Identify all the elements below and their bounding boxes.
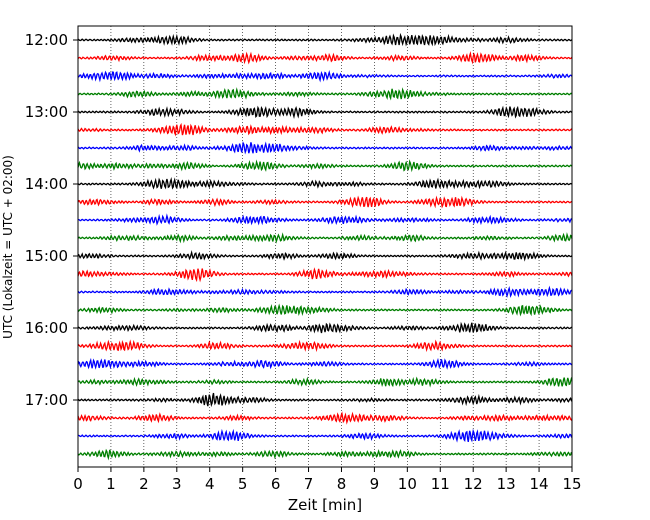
x-tick-label: 8 <box>337 475 347 493</box>
trace-1530 <box>77 285 573 299</box>
y-axis-ticks: 12:00 13:00 14:00 15:00 16:00 17:00 <box>25 31 78 409</box>
trace-1645 <box>77 376 573 388</box>
trace-1200 <box>77 32 573 47</box>
x-tick-label: 11 <box>431 475 450 493</box>
trace-1500 <box>77 249 573 262</box>
trace-1245 <box>78 87 573 101</box>
x-tick-label: 13 <box>497 475 516 493</box>
trace-1615 <box>77 339 573 353</box>
x-axis-title: Zeit [min] <box>288 496 362 514</box>
x-tick-label: 14 <box>530 475 549 493</box>
x-tick-label: 2 <box>139 475 149 493</box>
trace-1630 <box>77 357 573 370</box>
x-tick-label: 0 <box>73 475 83 493</box>
trace-1215 <box>77 51 573 65</box>
x-tick-label: 3 <box>172 475 182 493</box>
trace-1345 <box>77 159 573 173</box>
y-tick-label: 12:00 <box>25 31 68 49</box>
x-tick-label: 5 <box>238 475 248 493</box>
x-tick-label: 9 <box>370 475 380 493</box>
trace-1730 <box>77 428 573 443</box>
trace-1315 <box>77 122 573 137</box>
trace-1415 <box>77 195 573 209</box>
trace-1300 <box>77 105 573 119</box>
x-axis-ticks: 0 1 2 3 4 5 6 7 8 9 10 11 12 13 14 15 <box>73 467 582 493</box>
y-tick-label: 16:00 <box>25 319 68 337</box>
trace-1700 <box>77 392 573 408</box>
y-tick-label: 17:00 <box>25 391 68 409</box>
x-tick-label: 1 <box>106 475 116 493</box>
trace-1545 <box>77 303 573 317</box>
trace-1330 <box>77 141 573 155</box>
x-tick-label: 15 <box>562 475 581 493</box>
trace-lines <box>77 32 573 461</box>
x-tick-label: 10 <box>398 475 417 493</box>
plot-frame <box>77 25 573 468</box>
y-axis-title: UTC (Lokalzeit = UTC + 02:00) <box>1 155 15 339</box>
x-tick-label: 12 <box>464 475 483 493</box>
y-tick-label: 15:00 <box>25 247 68 265</box>
x-tick-label: 6 <box>271 475 281 493</box>
y-tick-label: 14:00 <box>25 175 68 193</box>
x-tick-label: 7 <box>304 475 314 493</box>
trace-1230 <box>77 70 573 83</box>
trace-1400 <box>77 177 573 190</box>
trace-1600 <box>77 321 573 334</box>
y-tick-label: 13:00 <box>25 103 68 121</box>
trace-1430 <box>77 213 573 226</box>
trace-1515 <box>77 267 573 283</box>
trace-1715 <box>77 411 573 425</box>
trace-1745 <box>77 448 573 461</box>
trace-1445 <box>77 232 573 244</box>
x-tick-label: 4 <box>205 475 215 493</box>
